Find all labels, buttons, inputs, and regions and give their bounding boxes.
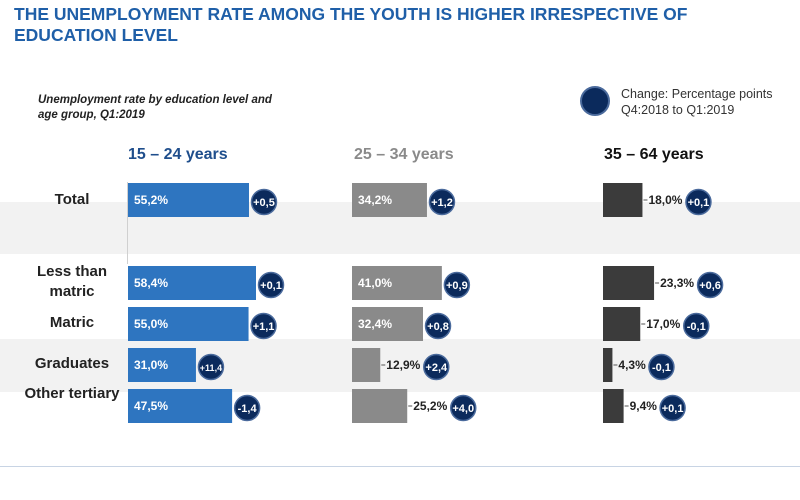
bar — [128, 389, 233, 423]
change-label: +4,0 — [452, 403, 474, 415]
change-label: +0,9 — [446, 280, 468, 292]
bar — [128, 266, 256, 300]
chart-subtitle: Unemployment rate by education level and… — [38, 94, 272, 121]
group-heading-15-24: 15 – 24 years — [128, 146, 228, 163]
bar — [603, 348, 613, 382]
data-label: 47,5% — [134, 399, 168, 413]
change-label: -0,1 — [652, 362, 671, 374]
change-marker — [449, 394, 477, 422]
bar — [603, 183, 643, 217]
data-label: 55,0% — [134, 317, 168, 331]
bar — [603, 389, 624, 423]
bar — [352, 348, 381, 382]
data-label: 9,4% — [630, 399, 658, 413]
data-label: 25,2% — [413, 399, 447, 413]
row-label-matric: Matric — [49, 314, 95, 331]
page-title: THE UNEMPLOYMENT RATE AMONG THE YOUTH IS… — [14, 4, 688, 45]
change-marker — [257, 271, 285, 299]
bar-chart: 55,2% +0,5 58,4% +0,1 55,0% +1,1 31,0% +11,4 47,… — [128, 183, 724, 423]
change-label: +0,1 — [688, 197, 710, 209]
group-heading-35-64: 35 – 64 years — [604, 146, 704, 163]
bar — [352, 307, 424, 341]
change-label: -0,1 — [687, 321, 706, 333]
bar — [603, 266, 655, 300]
legend-marker — [580, 86, 610, 116]
change-marker — [685, 188, 712, 216]
change-label: +1,1 — [253, 321, 275, 333]
row-label-graduates: Graduates — [34, 355, 110, 372]
bar — [128, 307, 249, 341]
bar — [352, 389, 408, 423]
data-label: 12,9% — [386, 358, 420, 372]
data-label: 18,0% — [648, 193, 682, 207]
change-label: +0,1 — [662, 403, 684, 415]
legend-label: Change: Percentage points Q4:2018 to Q1:… — [621, 87, 773, 117]
change-marker — [428, 188, 456, 216]
change-label: +0,8 — [427, 321, 449, 333]
change-label: +0,5 — [253, 197, 275, 209]
data-label: 31,0% — [134, 358, 168, 372]
bar — [352, 266, 442, 300]
change-marker — [423, 353, 450, 381]
group-heading-25-34: 25 – 34 years — [354, 146, 454, 163]
change-marker — [197, 353, 225, 381]
change-label: -1,4 — [238, 403, 258, 415]
bar — [128, 183, 249, 217]
change-label: +11,4 — [200, 363, 222, 373]
change-marker — [443, 271, 471, 299]
change-marker — [424, 312, 452, 340]
change-marker — [250, 188, 278, 216]
change-label: +1,2 — [431, 197, 453, 209]
data-label: 58,4% — [134, 276, 168, 290]
footer-divider — [0, 466, 800, 467]
row-label-total: Total — [54, 191, 90, 208]
change-label: +0,6 — [699, 280, 721, 292]
change-marker — [233, 394, 261, 422]
data-label: 4,3% — [618, 358, 646, 372]
change-marker — [250, 312, 277, 340]
data-label: 17,0% — [646, 317, 680, 331]
bar — [603, 307, 641, 341]
data-label: 55,2% — [134, 193, 168, 207]
change-marker — [648, 353, 675, 381]
row-label-other-tertiary: Other tertiary — [24, 385, 120, 402]
change-label: +2,4 — [425, 362, 448, 374]
axis-line — [127, 182, 128, 264]
change-marker — [683, 312, 710, 340]
change-label: +0,1 — [260, 280, 282, 292]
bar — [352, 183, 427, 217]
change-marker — [696, 271, 724, 299]
change-marker — [659, 394, 686, 422]
data-label: 32,4% — [358, 317, 392, 331]
data-label: 23,3% — [660, 276, 694, 290]
bar — [128, 348, 196, 382]
row-label-less-than-matric: Less than matric — [36, 263, 108, 300]
data-label: 41,0% — [358, 276, 392, 290]
data-label: 34,2% — [358, 193, 392, 207]
